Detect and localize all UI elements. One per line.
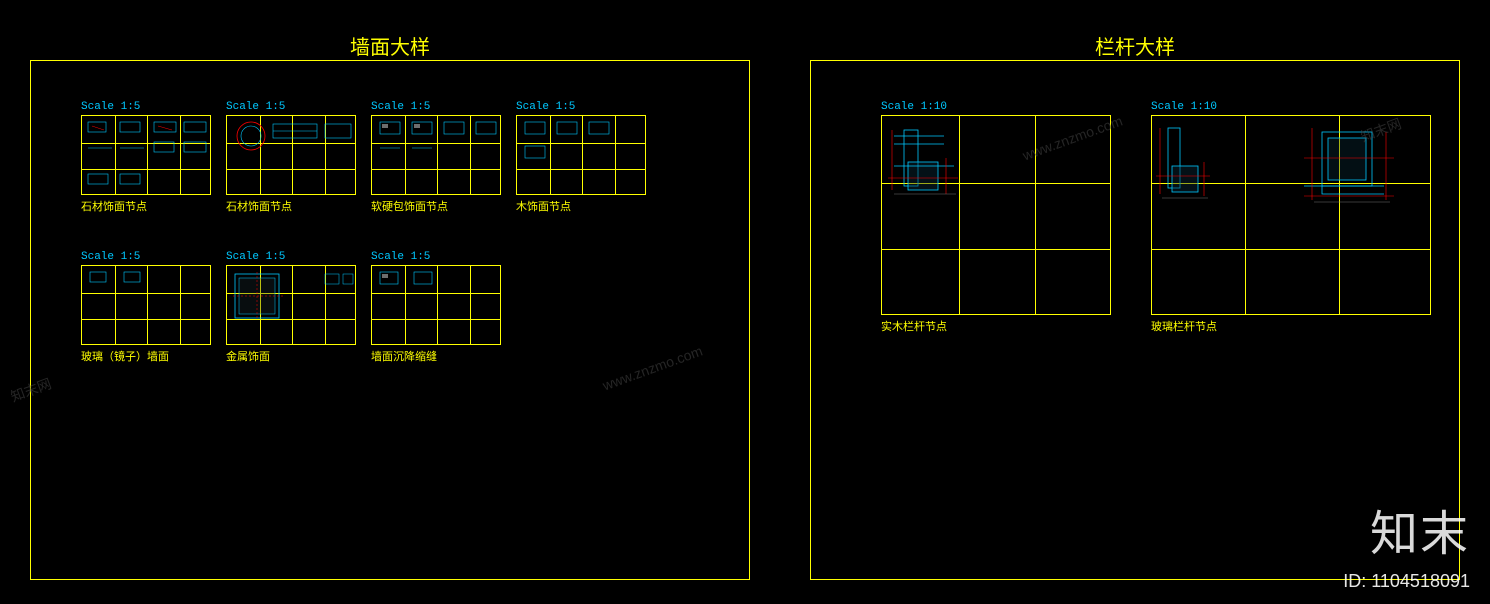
thumb-caption: 实木栏杆节点: [881, 318, 1111, 334]
detail-drawing: [84, 118, 210, 194]
detail-drawing: [229, 268, 355, 344]
thumb-caption: 木饰面节点: [516, 198, 646, 214]
thumb-scale: Scale 1:5: [226, 251, 356, 263]
thumb-grid: [226, 265, 356, 345]
thumb-l3: Scale 1:5 软硬包饰面节点: [371, 101, 501, 214]
thumb-caption: 金属饰面: [226, 348, 356, 364]
thumb-l2: Scale 1:5 石材饰面节点: [226, 101, 356, 214]
detail-drawing: [374, 268, 500, 344]
panel-title: 墙面大样: [350, 31, 430, 60]
detail-drawing: [1154, 118, 1430, 314]
thumb-grid: [226, 115, 356, 195]
panel-left: 墙面大样Scale 1:5 石材饰面节点Scale 1:5 石材饰面节点Scal…: [30, 60, 750, 580]
detail-drawing: [374, 118, 500, 194]
thumb-caption: 石材饰面节点: [226, 198, 356, 214]
thumb-caption: 软硬包饰面节点: [371, 198, 501, 214]
detail-drawing: [519, 118, 645, 194]
detail-drawing: [229, 118, 355, 194]
asset-id: ID: 1104518091: [1343, 571, 1470, 592]
thumb-caption: 石材饰面节点: [81, 198, 211, 214]
thumb-scale: Scale 1:10: [881, 101, 1111, 113]
thumb-scale: Scale 1:5: [81, 251, 211, 263]
brand-logo: 知末: [1370, 494, 1470, 564]
panel-title: 栏杆大样: [1095, 31, 1175, 60]
thumb-scale: Scale 1:5: [226, 101, 356, 113]
thumb-scale: Scale 1:5: [371, 251, 501, 263]
thumb-grid: [516, 115, 646, 195]
thumb-l1: Scale 1:5 石材饰面节点: [81, 101, 211, 214]
thumb-scale: Scale 1:5: [516, 101, 646, 113]
thumb-grid: [81, 265, 211, 345]
thumb-grid: [881, 115, 1111, 315]
thumb-caption: 玻璃栏杆节点: [1151, 318, 1431, 334]
detail-drawing: [884, 118, 1110, 314]
thumb-scale: Scale 1:5: [371, 101, 501, 113]
thumb-caption: 玻璃（镜子）墙面: [81, 348, 211, 364]
thumb-grid: [1151, 115, 1431, 315]
thumb-l4: Scale 1:5 木饰面节点: [516, 101, 646, 214]
thumb-grid: [371, 115, 501, 195]
thumb-scale: Scale 1:5: [81, 101, 211, 113]
thumb-grid: [81, 115, 211, 195]
thumb-caption: 墙面沉降缩缝: [371, 348, 501, 364]
thumb-l5: Scale 1:5 玻璃（镜子）墙面: [81, 251, 211, 364]
thumb-l6: Scale 1:5 金属饰面: [226, 251, 356, 364]
thumb-grid: [371, 265, 501, 345]
detail-drawing: [84, 268, 210, 344]
thumb-r2: Scale 1:10 玻璃栏杆节点: [1151, 101, 1431, 334]
panel-right: 栏杆大样Scale 1:10 实木栏杆节点Scale 1:10: [810, 60, 1460, 580]
thumb-l7: Scale 1:5 墙面沉降缩缝: [371, 251, 501, 364]
thumb-r1: Scale 1:10 实木栏杆节点: [881, 101, 1111, 334]
thumb-scale: Scale 1:10: [1151, 101, 1431, 113]
